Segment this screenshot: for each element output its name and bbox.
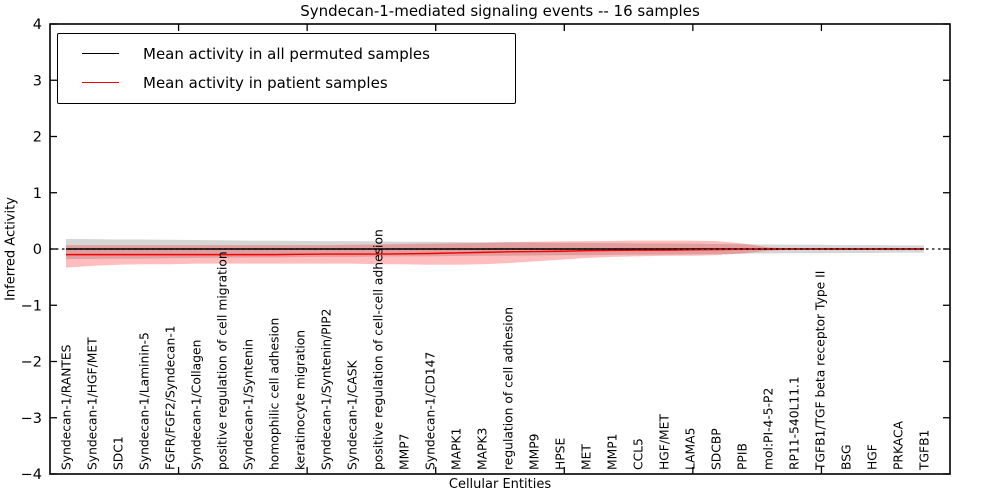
category-label: MAPK3 <box>476 428 490 470</box>
category-label: FGFR/FGF2/Syndecan-1 <box>164 325 178 470</box>
category-label: TGFB1/TGF beta receptor Type II <box>814 271 828 471</box>
category-label: HGF/MET <box>658 414 672 470</box>
category-label: Syndecan-1/HGF/MET <box>86 337 100 470</box>
category-label: MMP1 <box>606 434 620 470</box>
category-label: Syndecan-1/CD147 <box>424 352 438 470</box>
y-tick-label: 4 <box>33 17 42 33</box>
category-label: mol:PI-4-5-P2 <box>762 388 776 470</box>
category-label: Syndecan-1/Syntenin <box>242 339 256 470</box>
legend-entry-patient: Mean activity in patient samples <box>58 68 515 97</box>
y-tick-label: −1 <box>21 298 42 314</box>
category-label: SDCBP <box>710 428 724 470</box>
y-tick-label: 1 <box>33 186 42 202</box>
category-label: CCL5 <box>632 438 646 470</box>
category-label: HGF <box>866 444 880 470</box>
category-label: MMP7 <box>398 434 412 470</box>
y-tick-label: 2 <box>33 130 42 146</box>
chart-title: Syndecan-1-mediated signaling events -- … <box>300 2 700 20</box>
category-label: MAPK1 <box>450 428 464 470</box>
category-label: Syndecan-1/Collagen <box>190 340 204 470</box>
x-axis-label: Cellular Entities <box>448 477 552 492</box>
category-label: MMP9 <box>528 434 542 470</box>
category-label: BSG <box>840 444 854 470</box>
patient-mean-line <box>66 248 924 256</box>
category-label: MET <box>580 444 594 470</box>
legend: Mean activity in all permuted samples Me… <box>57 33 516 104</box>
patient-samples-range-band <box>66 240 924 268</box>
category-label: HPSE <box>554 438 568 470</box>
category-label: keratinocyte migration <box>294 330 308 470</box>
y-tick-label: −2 <box>21 355 42 371</box>
y-tick-label: −4 <box>21 467 42 483</box>
category-label: regulation of cell adhesion <box>502 307 516 470</box>
category-label: PPIB <box>736 443 750 470</box>
legend-label-patient: Mean activity in patient samples <box>143 73 388 92</box>
category-label: TGFB1 <box>918 430 932 471</box>
y-tick-label: −3 <box>21 411 42 427</box>
y-tick-label: 0 <box>33 242 42 258</box>
category-label: homophilic cell adhesion <box>268 318 282 470</box>
category-label: SDC1 <box>112 436 126 470</box>
category-label: Syndecan-1/Laminin-5 <box>138 332 152 470</box>
category-label: Syndecan-1/RANTES <box>60 344 74 470</box>
y-tick-label: 3 <box>33 73 42 89</box>
category-label: PRKACA <box>892 420 906 470</box>
patient-line-swatch <box>82 82 119 83</box>
permuted-line-swatch <box>82 53 119 54</box>
category-label: Syndecan-1/CASK <box>346 359 360 470</box>
category-label: LAMA5 <box>684 428 698 470</box>
legend-entry-permuted: Mean activity in all permuted samples <box>58 39 515 68</box>
category-label: Syndecan-1/Syntenin/PIP2 <box>320 309 334 470</box>
category-label: RP11-540L11.1 <box>788 376 802 470</box>
category-label: positive regulation of cell-cell adhesio… <box>372 229 386 470</box>
legend-label-permuted: Mean activity in all permuted samples <box>143 44 430 63</box>
category-label: positive regulation of cell migration <box>216 251 230 470</box>
